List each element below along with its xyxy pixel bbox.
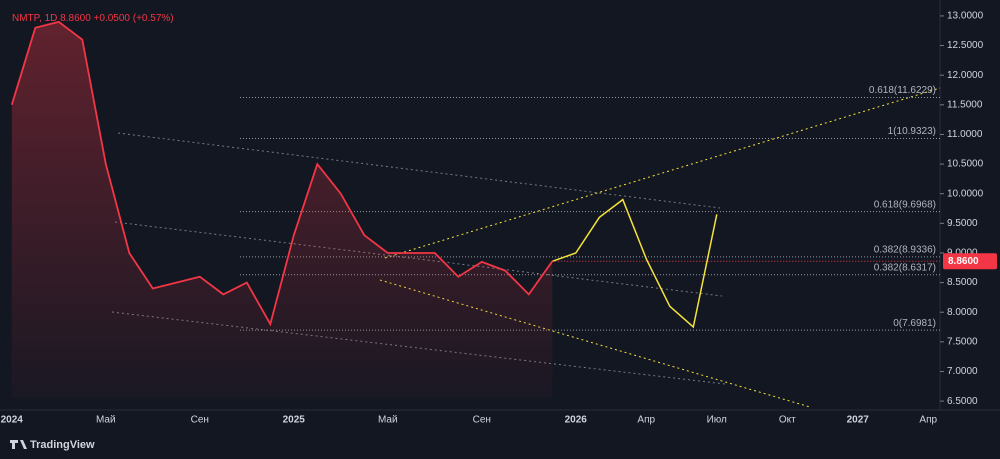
x-tick-label: Сен [473,415,491,426]
y-tick-label: 8.5000 [947,277,978,288]
y-tick-label: 6.5000 [947,396,978,407]
change: +0.0500 (+0.57%) [94,13,174,24]
y-tick-label: 9.5000 [947,218,978,229]
x-tick-label: 2024 [1,415,24,426]
trend-line [384,87,941,259]
y-tick-label: 10.0000 [947,188,984,199]
y-tick-label: 10.5000 [947,159,984,170]
level-label: 0.382(8.9336) [874,245,936,256]
y-tick-label: 7.0000 [947,366,978,377]
legend: NMTP, 1D 8.8600 +0.0500 (+0.57%) [12,13,174,24]
level-label: 0.382(8.6317) [874,262,936,273]
price-tag-label: 8.8600 [948,256,979,267]
series-line [10,20,554,327]
brand[interactable]: TradingView [30,439,95,451]
series-line [552,198,718,329]
x-tick-label: Май [96,415,116,426]
x-tick-label: Апр [919,415,937,426]
y-tick-label: 13.0000 [947,11,984,22]
x-tick-label: Окт [779,415,796,426]
trend-line [117,132,721,209]
y-tick-label: 12.0000 [947,70,984,81]
level-label: 1(10.9323) [888,126,936,137]
y-tick-label: 8.0000 [947,307,978,318]
y-tick-label: 7.5000 [947,336,978,347]
y-tick-label: 11.5000 [947,99,983,110]
area [11,21,553,399]
last: 8.8600 [60,13,91,24]
y-tick-label: 9.0000 [947,248,978,259]
symbol: NMTP, 1D [12,13,57,24]
x-tick-label: Май [378,415,398,426]
x-tick-label: Апр [637,415,655,426]
level-label: 0.618(11.6229) [869,85,936,96]
x-tick-label: 2026 [565,415,588,426]
level-label: 0.618(9.6968) [874,199,936,210]
y-tick-label: 12.5000 [947,40,984,51]
x-tick-label: 2027 [847,415,870,426]
x-tick-label: 2025 [283,415,306,426]
price-tag [943,253,997,270]
plot: 0.618(11.6229) 1(10.9323) 0.618(9.6968) 0.3… [10,20,940,399]
y-tick-label: 11.0000 [947,129,983,140]
brand-logo [10,440,27,449]
x-tick-label: Июл [707,415,727,426]
x-tick-label: Сен [191,415,209,426]
level-label: 0(7.6981) [893,318,936,329]
